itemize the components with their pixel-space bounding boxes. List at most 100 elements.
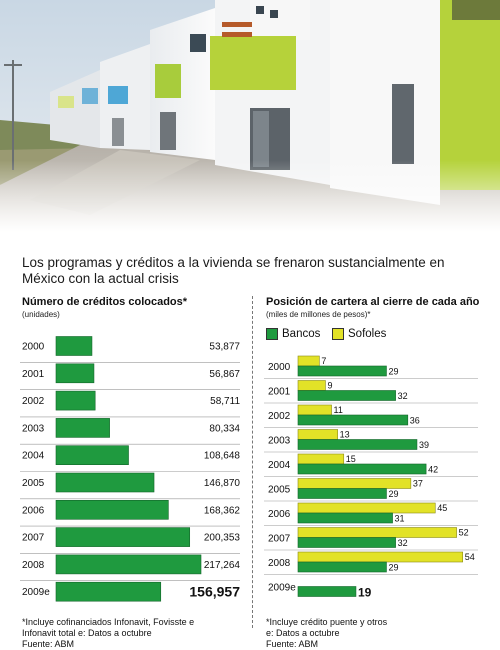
bancos-bar xyxy=(297,512,393,524)
value-label: 58,711 xyxy=(210,396,240,407)
bancos-bar xyxy=(297,390,396,401)
sofoles-bar xyxy=(297,380,326,391)
column-divider xyxy=(252,296,253,628)
right-footnote-line: *Incluye crédito puente y otros xyxy=(266,617,388,627)
left-footnote-line: Fuente: ABM xyxy=(22,639,75,649)
bancos-value-label: 36 xyxy=(410,416,420,426)
value-label: 108,648 xyxy=(204,451,241,462)
year-label: 2009e xyxy=(22,587,50,598)
sofoles-bar xyxy=(297,502,436,514)
legend-swatch-sofoles xyxy=(332,328,344,340)
sofoles-value-label: 52 xyxy=(459,528,469,538)
left-chart-title: Número de créditos colocados* xyxy=(22,296,188,308)
legend-label-sofoles: Sofoles xyxy=(348,328,387,340)
credit-bar xyxy=(55,418,110,438)
year-label: 2007 xyxy=(268,534,291,545)
sofoles-value-label: 54 xyxy=(465,552,475,562)
bancos-bar xyxy=(297,561,387,573)
bancos-value-label: 19 xyxy=(358,586,372,600)
left-footnote: *Incluye cofinanciados Infonavit, Foviss… xyxy=(22,617,194,650)
bancos-bar xyxy=(297,586,357,597)
sofoles-bar xyxy=(297,527,457,538)
year-label: 2002 xyxy=(268,411,291,422)
year-label: 2007 xyxy=(22,533,45,544)
value-label: 80,334 xyxy=(209,423,240,434)
legend-label-bancos: Bancos xyxy=(282,328,321,340)
sofoles-bar xyxy=(297,478,412,489)
value-label: 146,870 xyxy=(204,478,241,489)
bancos-bar xyxy=(297,537,396,548)
right-footnote: *Incluye crédito puente y otros e: Datos… xyxy=(266,617,387,650)
sofoles-value-label: 7 xyxy=(321,356,326,366)
left-chart-subtitle: (unidades) xyxy=(22,310,60,319)
value-label: 168,362 xyxy=(204,505,241,516)
sofoles-value-label: 11 xyxy=(334,405,343,415)
bancos-value-label: 42 xyxy=(428,465,438,475)
value-label: 200,353 xyxy=(204,533,241,544)
credit-bar xyxy=(55,445,129,466)
value-label: 56,867 xyxy=(209,369,240,380)
credit-bar xyxy=(55,363,95,384)
sofoles-bar xyxy=(297,429,338,440)
sofoles-value-label: 37 xyxy=(413,479,423,489)
headline: Los programas y créditos a la vivienda s… xyxy=(22,255,445,286)
year-label: 2000 xyxy=(22,342,45,353)
sofoles-value-label: 15 xyxy=(346,454,356,464)
legend-swatch-bancos xyxy=(266,328,278,340)
housing-photo-illustration xyxy=(0,0,500,232)
bancos-bar xyxy=(297,439,418,450)
sofoles-value-label: 13 xyxy=(340,430,350,440)
value-label: 156,957 xyxy=(189,584,240,600)
legend-item-sofoles: Sofoles xyxy=(332,327,386,341)
left-footnote-line: Infonavit total e: Datos a octubre xyxy=(22,628,152,638)
bancos-value-label: 29 xyxy=(388,489,398,499)
bancos-value-label: 29 xyxy=(388,367,398,377)
bancos-bar xyxy=(297,414,409,426)
year-label: 2000 xyxy=(268,362,291,373)
bancos-bar xyxy=(297,488,387,499)
credit-bar xyxy=(55,499,169,520)
right-footnote-line: e: Datos a octubre xyxy=(266,628,340,638)
bancos-value-label: 31 xyxy=(395,514,405,524)
sofoles-bar xyxy=(297,355,320,367)
year-label: 2002 xyxy=(22,396,45,407)
right-chart-subtitle: (miles de millones de pesos)* xyxy=(266,310,371,319)
year-label: 2001 xyxy=(268,387,291,398)
year-label: 2008 xyxy=(22,560,45,571)
sofoles-value-label: 9 xyxy=(327,381,332,391)
credit-bar xyxy=(55,581,162,602)
bancos-value-label: 32 xyxy=(398,538,408,548)
sofoles-bar xyxy=(297,453,345,465)
bancos-bar xyxy=(297,365,387,377)
year-label: 2008 xyxy=(268,558,291,569)
year-label: 2009e xyxy=(268,583,296,594)
value-label: 217,264 xyxy=(204,560,241,571)
value-label: 53,877 xyxy=(209,342,240,353)
bancos-value-label: 32 xyxy=(398,391,408,401)
bancos-value-label: 39 xyxy=(419,440,429,450)
credit-bar xyxy=(55,554,202,575)
year-label: 2004 xyxy=(22,451,45,462)
year-label: 2005 xyxy=(268,485,291,496)
housing-photo xyxy=(0,0,500,232)
sofoles-bar xyxy=(297,404,332,416)
credit-bar xyxy=(55,527,191,547)
credit-bar xyxy=(55,472,155,493)
sofoles-bar xyxy=(297,551,463,563)
year-label: 2004 xyxy=(268,460,291,471)
year-label: 2003 xyxy=(22,423,45,434)
year-label: 2006 xyxy=(268,509,291,520)
year-label: 2005 xyxy=(22,478,45,489)
credit-bar xyxy=(55,390,96,411)
legend-item-bancos: Bancos xyxy=(266,327,320,341)
credit-bar xyxy=(55,336,93,356)
sofoles-value-label: 45 xyxy=(437,503,447,513)
left-footnote-line: *Incluye cofinanciados Infonavit, Foviss… xyxy=(22,617,195,627)
year-label: 2006 xyxy=(22,505,45,516)
year-label: 2001 xyxy=(22,369,45,380)
year-label: 2003 xyxy=(268,436,291,447)
bancos-value-label: 29 xyxy=(388,563,398,573)
right-chart-title: Posición de cartera al cierre de cada añ… xyxy=(266,296,480,308)
